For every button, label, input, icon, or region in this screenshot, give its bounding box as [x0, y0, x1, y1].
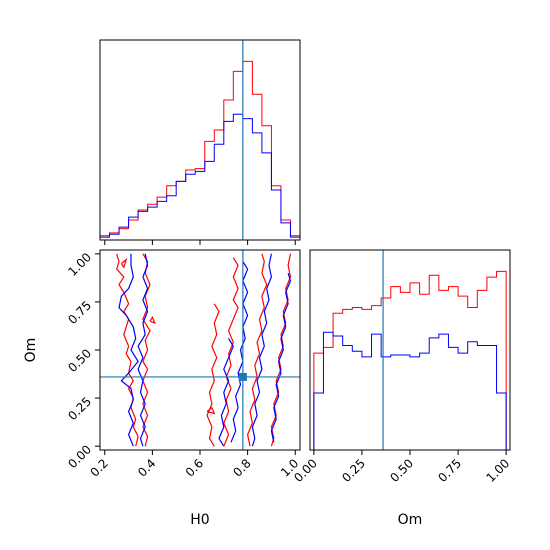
truth-marker — [238, 372, 247, 381]
contour-blue-line — [230, 261, 249, 443]
contour-blue-line — [137, 253, 149, 447]
contour-blue-line — [218, 338, 234, 447]
contour-y-tick-label: 0.25 — [65, 394, 94, 423]
axes-frame-h0-histogram — [99, 39, 301, 241]
om-histogram-blue-series — [313, 331, 507, 450]
contour-red-line — [246, 253, 268, 447]
om-histogram-x-tick-label: 0.25 — [339, 456, 368, 485]
contour-blue-line — [118, 253, 139, 447]
om-histogram-x-tick-label: 1.00 — [483, 456, 512, 485]
x-axis-label-h0: H0 — [190, 512, 209, 528]
x-axis-label-om: Om — [398, 512, 423, 528]
panel-om-histogram: 0.00 0.25 0.50 0.75 1.00 — [291, 249, 512, 485]
contour-red-line — [206, 406, 216, 415]
om-histogram-red-series — [313, 270, 507, 450]
contour-x-tick-label: 0.4 — [135, 456, 158, 479]
contour-y-tick-label: 0.75 — [65, 298, 94, 327]
contour-x-tick-label: 0.6 — [183, 456, 206, 479]
contour-blue-line — [251, 253, 273, 447]
panel-h0-om-contour: 0.2 0.4 0.6 0.8 1.0 0.000.250.500.751.00 — [65, 249, 301, 480]
om-histogram-x-tick-label: 0.50 — [387, 456, 416, 485]
panel-h0-histogram — [99, 39, 301, 245]
contour-y-tick-label: 0.50 — [65, 346, 94, 375]
contour-y-tick-label: 1.00 — [65, 250, 94, 279]
contour-red-line — [120, 257, 128, 269]
h0-histogram-red-series — [99, 60, 301, 240]
contour-red-line — [223, 257, 239, 447]
contour-red-line — [116, 253, 139, 447]
contour-x-tick-label: 0.8 — [230, 456, 253, 479]
contour-red-line — [270, 253, 292, 447]
contour-red-line — [142, 253, 151, 447]
contour-red-line — [149, 315, 156, 325]
contour-x-tick-label: 0.2 — [87, 456, 110, 479]
contour-red-line — [206, 303, 220, 447]
om-histogram-x-tick-label: 0.75 — [435, 456, 464, 485]
axes-frame-om-histogram — [309, 249, 511, 451]
y-axis-label-om: Om — [23, 338, 39, 363]
h0-histogram-blue-series — [99, 113, 301, 240]
contour-blue-line — [270, 272, 292, 443]
